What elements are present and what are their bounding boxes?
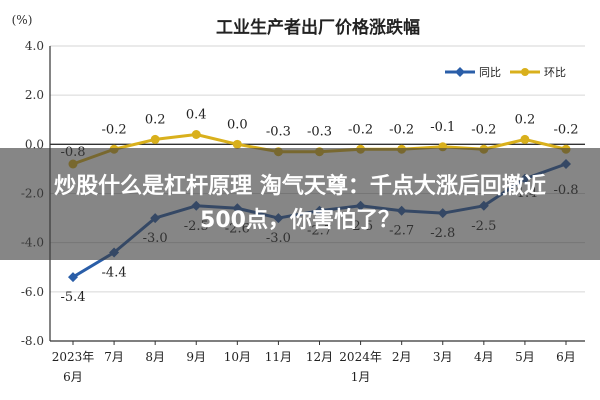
data-label: 0.0 <box>227 117 248 132</box>
x-tick-label: 3月 <box>433 350 453 364</box>
legend-marker <box>521 68 529 76</box>
x-tick-label: 10月 <box>224 350 251 364</box>
data-label: -0.2 <box>553 122 578 137</box>
y-axis-label: (%) <box>12 13 33 27</box>
data-label: -0.1 <box>430 120 455 135</box>
y-tick-label: -6.0 <box>21 285 44 299</box>
x-tick-label: 6月 <box>63 370 83 384</box>
x-tick-label: 2月 <box>392 350 412 364</box>
headline-line-2: 500点，你害怕了？ <box>200 208 400 233</box>
x-tick-label: 2023年 <box>52 350 95 364</box>
data-label: 0.2 <box>515 112 536 127</box>
data-point <box>150 134 160 144</box>
data-label: -5.4 <box>60 290 85 305</box>
headline-overlay[interactable]: 炒股什么是杠杆原理 淘气天尊：千点大涨后回撤近 500点，你害怕了？ <box>0 148 600 260</box>
x-tick-label: 9月 <box>186 350 206 364</box>
y-tick-label: -8.0 <box>21 334 44 348</box>
y-tick-label: 0.0 <box>25 137 44 151</box>
x-tick-label: 7月 <box>104 350 124 364</box>
data-label: -0.3 <box>266 125 291 140</box>
headline-line-1: 炒股什么是杠杆原理 淘气天尊：千点大涨后回撤近 <box>54 174 546 199</box>
y-tick-label: 4.0 <box>25 39 44 53</box>
x-tick-label: 6月 <box>556 350 576 364</box>
data-label: -4.4 <box>102 266 127 281</box>
data-label: -0.2 <box>348 122 373 137</box>
x-tick-label: 8月 <box>145 350 165 364</box>
legend-label: 环比 <box>544 66 566 79</box>
data-label: -0.2 <box>471 122 496 137</box>
chart-title: 工业生产者出厂价格涨跌幅 <box>216 17 420 38</box>
x-tick-label: 2024年 <box>339 350 382 364</box>
data-label: 0.2 <box>145 112 166 127</box>
legend: 同比 环比 <box>445 66 566 79</box>
x-tick-label: 5月 <box>515 350 535 364</box>
x-tick-label: 11月 <box>265 350 292 364</box>
data-label: -0.2 <box>389 122 414 137</box>
data-label: -0.2 <box>102 122 127 137</box>
x-tick-label: 4月 <box>474 350 494 364</box>
data-point <box>520 134 530 144</box>
legend-label: 同比 <box>479 66 501 79</box>
data-label: -0.3 <box>307 125 332 140</box>
legend-marker <box>455 67 465 77</box>
x-tick-label: 12月 <box>306 350 333 364</box>
data-point <box>191 130 201 139</box>
data-point <box>68 272 78 283</box>
data-point <box>232 139 242 149</box>
data-label: 0.4 <box>186 108 207 123</box>
x-tick-label: 1月 <box>351 370 371 384</box>
y-tick-label: 2.0 <box>25 88 44 102</box>
